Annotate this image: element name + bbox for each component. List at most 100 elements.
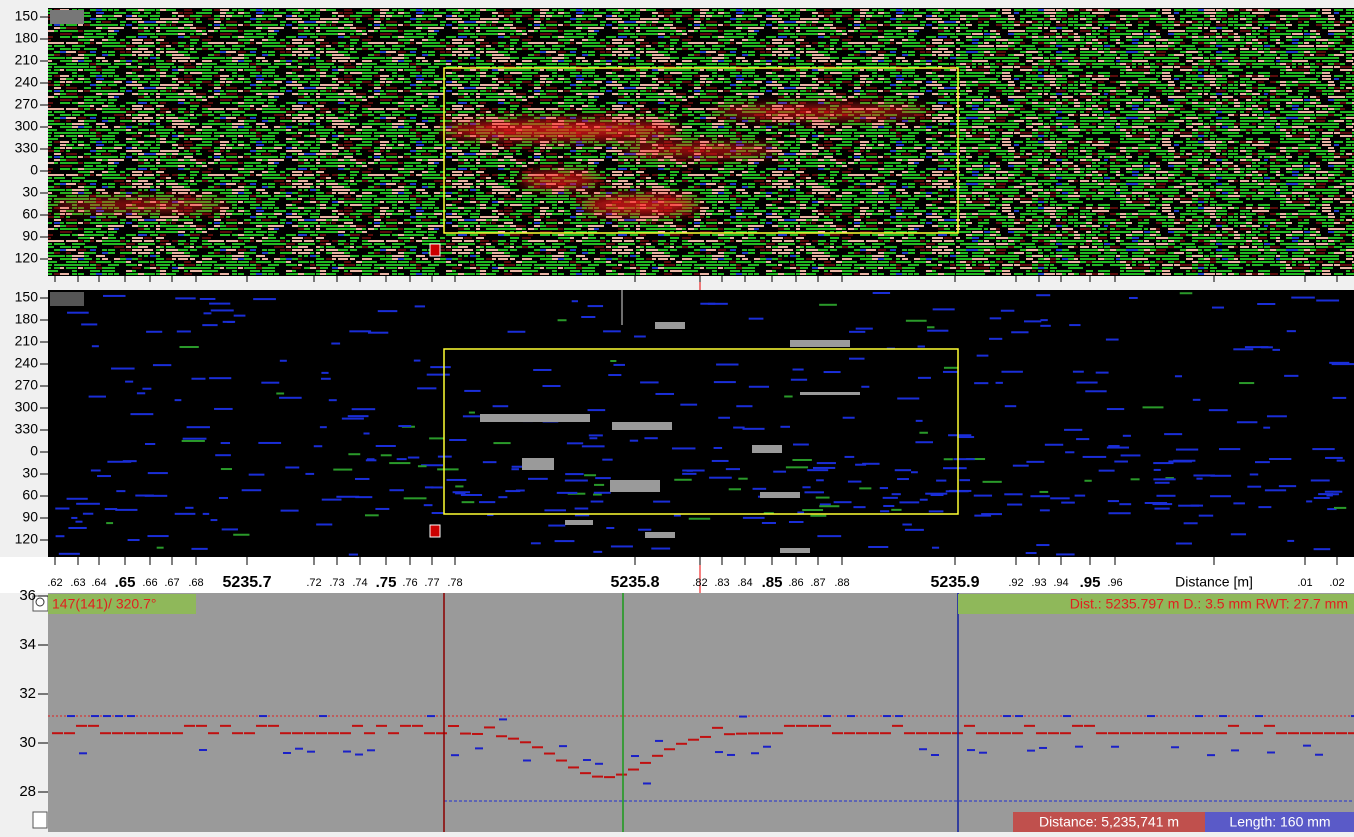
signal bbox=[983, 481, 1002, 483]
marker[interactable] bbox=[430, 525, 440, 537]
distance-label: .72 bbox=[306, 577, 321, 589]
signal bbox=[215, 454, 231, 456]
signal bbox=[417, 387, 436, 389]
signal bbox=[261, 382, 279, 384]
signal bbox=[348, 415, 369, 417]
panel-toggle[interactable] bbox=[50, 10, 84, 24]
signal bbox=[1001, 371, 1022, 373]
signal bbox=[111, 368, 135, 370]
signal bbox=[736, 405, 752, 407]
signal bbox=[845, 456, 855, 458]
marker[interactable] bbox=[430, 244, 440, 256]
distance-label: .87 bbox=[810, 577, 825, 589]
gray-blob bbox=[760, 492, 800, 498]
signal bbox=[1030, 495, 1049, 497]
signal bbox=[249, 474, 265, 476]
signal bbox=[802, 509, 823, 511]
signal bbox=[780, 426, 790, 428]
signal bbox=[321, 378, 331, 380]
signal bbox=[1107, 447, 1129, 449]
signal bbox=[1005, 405, 1016, 407]
gray-blob bbox=[612, 422, 672, 430]
signal bbox=[209, 377, 231, 379]
signal bbox=[589, 437, 597, 439]
signal bbox=[389, 489, 403, 491]
distance-label: .68 bbox=[188, 577, 203, 589]
gray-blob bbox=[610, 480, 660, 492]
signal bbox=[1311, 479, 1330, 481]
signal bbox=[915, 441, 933, 443]
signal bbox=[462, 501, 475, 503]
signal bbox=[1107, 408, 1124, 410]
red-blob bbox=[710, 106, 930, 118]
signal bbox=[211, 309, 234, 311]
signal bbox=[1291, 297, 1315, 299]
signal bbox=[653, 501, 670, 503]
angle-label: 90 bbox=[22, 509, 38, 525]
signal bbox=[381, 454, 392, 456]
signal bbox=[115, 509, 137, 511]
signal bbox=[880, 487, 888, 489]
gray-blob bbox=[790, 340, 850, 347]
signal bbox=[479, 501, 495, 503]
signal bbox=[919, 432, 927, 434]
signal bbox=[638, 529, 651, 531]
gray-blob bbox=[800, 392, 860, 395]
signal bbox=[348, 453, 360, 455]
angle-label: 150 bbox=[15, 289, 39, 305]
signal bbox=[1040, 509, 1050, 511]
angle-label: 270 bbox=[15, 96, 39, 112]
scroll-button[interactable] bbox=[33, 812, 47, 828]
signal bbox=[1210, 495, 1231, 497]
panel-toggle[interactable] bbox=[50, 292, 84, 306]
signal bbox=[856, 328, 873, 330]
signal bbox=[314, 445, 322, 447]
signal bbox=[378, 310, 398, 312]
signal bbox=[1061, 502, 1075, 504]
signal bbox=[427, 374, 450, 376]
angle-label: 210 bbox=[15, 333, 39, 349]
signal bbox=[1024, 320, 1041, 322]
signal bbox=[276, 392, 284, 394]
signal bbox=[418, 465, 427, 467]
distance-label: .77 bbox=[424, 577, 439, 589]
signal bbox=[453, 491, 470, 493]
signal bbox=[682, 473, 696, 475]
signal bbox=[709, 477, 732, 479]
angle-label: 90 bbox=[22, 228, 38, 244]
signal bbox=[591, 501, 604, 503]
distance-label: .84 bbox=[737, 577, 752, 589]
signal bbox=[762, 522, 776, 524]
signal bbox=[1069, 324, 1080, 326]
app: 147(141)/ 320.7° Dist.: 5235.797 m D.: 3… bbox=[0, 0, 1354, 832]
signal bbox=[1099, 470, 1115, 472]
signal bbox=[716, 364, 738, 366]
red-blob bbox=[620, 144, 780, 156]
signal bbox=[589, 434, 603, 436]
signal bbox=[584, 474, 596, 476]
signal bbox=[820, 503, 831, 505]
signal bbox=[1333, 397, 1347, 399]
signal bbox=[802, 486, 810, 488]
signal bbox=[221, 468, 232, 470]
signal bbox=[116, 490, 125, 492]
signal bbox=[123, 460, 137, 462]
signal bbox=[429, 437, 444, 439]
gray-blob bbox=[522, 458, 554, 470]
signal bbox=[389, 462, 410, 464]
signal bbox=[200, 298, 216, 300]
signal bbox=[331, 343, 340, 345]
signal bbox=[1040, 325, 1051, 327]
signal bbox=[342, 418, 364, 420]
signal bbox=[368, 332, 388, 334]
signal bbox=[1265, 489, 1286, 491]
signal bbox=[352, 408, 376, 410]
signal bbox=[726, 468, 740, 470]
signal bbox=[593, 494, 602, 496]
cursor-info: 147(141)/ 320.7° bbox=[52, 596, 156, 612]
distance-label: .92 bbox=[1008, 577, 1023, 589]
signal bbox=[203, 513, 209, 515]
signal bbox=[508, 331, 526, 333]
signal bbox=[1237, 421, 1258, 423]
signal bbox=[990, 317, 1001, 319]
